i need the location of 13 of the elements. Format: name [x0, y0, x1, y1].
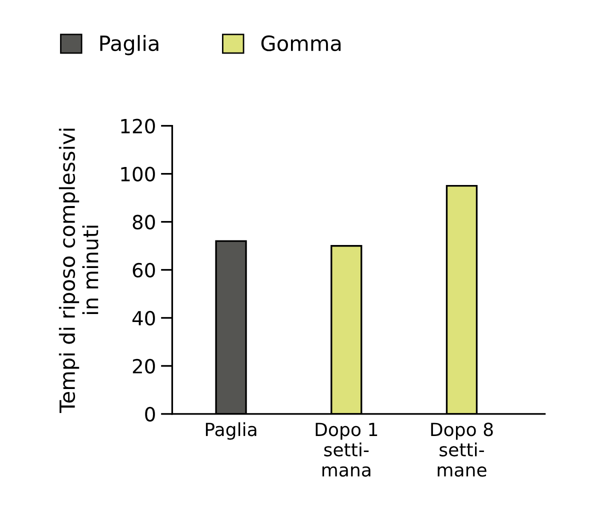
- y-tick-label: 20: [132, 358, 155, 374]
- x-tick-label: Paglia: [206, 422, 256, 440]
- x-tick-label: Dopo 8 setti- mane: [431, 422, 493, 477]
- legend-label: Paglia: [100, 35, 158, 56]
- y-axis-title: Tempi di riposo complessivi in minuti: [58, 128, 98, 413]
- y-tick-label: 0: [145, 406, 155, 422]
- legend-label: Gomma: [261, 35, 341, 52]
- y-tick-label: 60: [132, 262, 155, 278]
- y-tick-label: 120: [121, 118, 155, 134]
- y-tick-label: 100: [121, 166, 155, 182]
- y-tick-label: 40: [132, 310, 155, 326]
- x-tick-label: Dopo 1 setti- mana: [316, 422, 378, 477]
- y-tick-label: 80: [132, 214, 155, 230]
